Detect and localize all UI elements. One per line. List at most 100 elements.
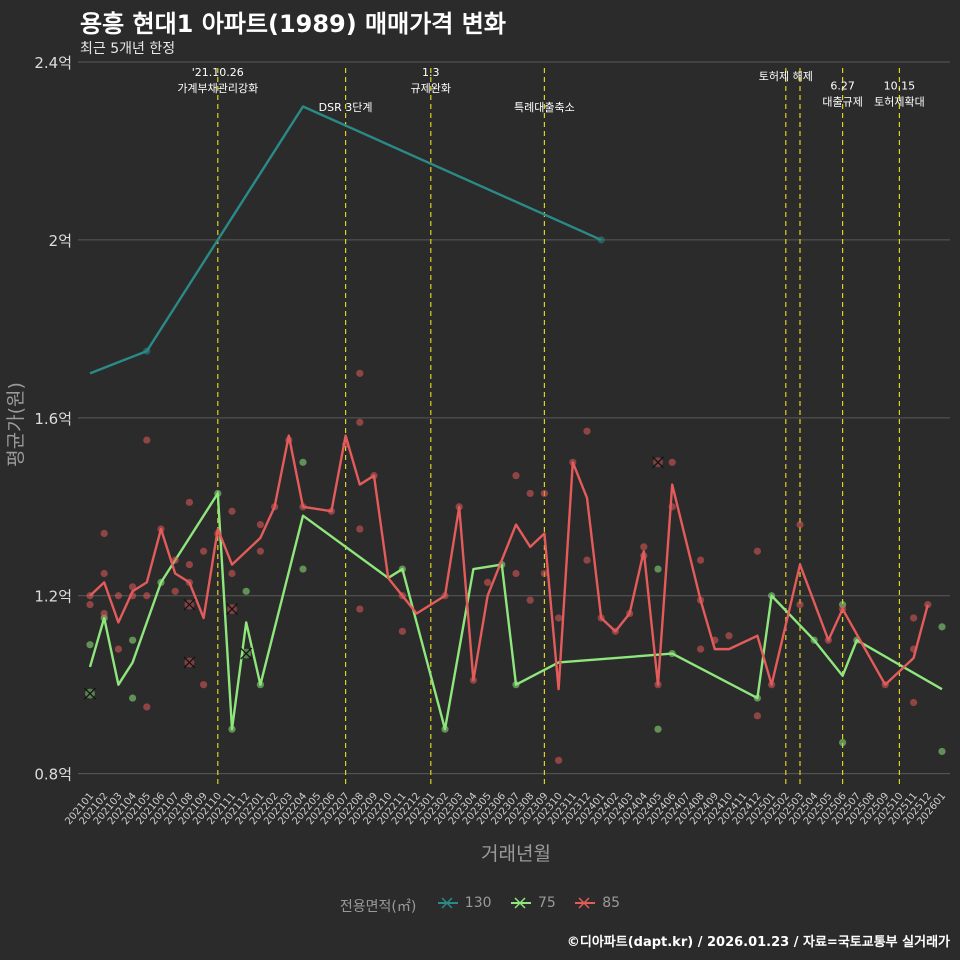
data-point: [910, 698, 918, 707]
data-point: [555, 614, 563, 622]
legend: 전용면적(㎡) 130 75 85: [0, 895, 960, 916]
y-tick-label: 2.4억: [34, 54, 72, 72]
data-point: [185, 498, 193, 506]
data-point: [143, 592, 151, 600]
data-point: [256, 547, 264, 555]
data-point: [114, 645, 122, 653]
event-label: 특례대출축소: [514, 101, 575, 114]
legend-title: 전용면적(㎡): [339, 899, 417, 915]
legend-label-85: 85: [602, 895, 621, 911]
cancelled-mark: [183, 656, 196, 669]
data-point: [242, 587, 250, 595]
y-tick-label: 1.6억: [34, 410, 72, 428]
data-point: [100, 529, 108, 538]
data-point: [356, 369, 364, 377]
event-label: '21.10.26 가계부채관리강화: [177, 66, 258, 95]
data-point: [86, 641, 94, 649]
data-point: [654, 725, 662, 733]
legend-label-130: 130: [464, 895, 492, 911]
data-point: [129, 583, 137, 591]
y-tick-label: 1.2억: [34, 588, 72, 606]
event-label: DSR 3단계: [319, 101, 373, 114]
y-tick-label: 0.8억: [34, 766, 72, 784]
event-label: 1.3 규제완화: [411, 66, 451, 95]
data-point: [924, 601, 932, 609]
data-point: [697, 556, 705, 564]
data-point: [526, 489, 534, 498]
data-point: [171, 587, 179, 595]
series-line-130: [89, 105, 602, 375]
legend-key-75: [510, 897, 531, 909]
data-point: [753, 712, 762, 720]
data-point: [129, 636, 137, 644]
data-point: [171, 556, 179, 564]
data-point: [725, 632, 733, 640]
data-point: [668, 458, 676, 466]
data-point: [356, 418, 364, 426]
data-point: [356, 525, 364, 533]
event-label: 10.15 토허제확대: [874, 80, 925, 109]
data-point: [938, 623, 946, 631]
data-point: [100, 569, 108, 578]
data-point: [114, 592, 122, 600]
series-line-85: [89, 434, 929, 691]
data-point: [583, 556, 591, 564]
event-label: 토허제 해제: [759, 69, 813, 83]
cancelled-mark: [183, 598, 196, 611]
y-tick-label: 2억: [49, 232, 72, 250]
data-point: [129, 694, 137, 702]
y-axis-title: 평균가(원): [5, 382, 27, 467]
data-point: [938, 747, 946, 756]
legend-item-75: 75: [510, 895, 556, 911]
legend-item-85: 85: [574, 895, 620, 911]
data-point: [540, 489, 549, 498]
data-point: [299, 458, 307, 466]
data-point: [299, 565, 307, 573]
cancelled-mark: [84, 687, 96, 700]
data-point: [526, 596, 534, 604]
data-point: [228, 507, 236, 515]
cancelled-mark: [240, 647, 253, 660]
data-point: [512, 472, 520, 480]
data-point: [86, 601, 94, 609]
data-point: [583, 427, 591, 435]
data-point: [910, 614, 918, 622]
data-point: [228, 569, 236, 578]
data-point: [512, 569, 520, 578]
data-point: [143, 703, 151, 711]
data-point: [200, 547, 208, 555]
legend-key-85: [575, 897, 596, 909]
data-point: [256, 520, 264, 529]
series-75: [84, 458, 946, 756]
data-point: [200, 681, 208, 689]
data-point: [555, 756, 563, 764]
event-label: 6.27 대출규제: [822, 80, 862, 109]
legend-item-130: 130: [437, 895, 492, 911]
data-point: [753, 547, 762, 555]
source-caption: ©디아파트(dapt.kr) / 2026.01.23 / 자료=국토교통부 실…: [566, 935, 950, 950]
data-point: [654, 565, 662, 573]
data-point: [484, 578, 492, 586]
cancelled-mark: [652, 456, 664, 469]
x-axis-title: 거래년월: [481, 843, 551, 865]
data-point: [796, 520, 804, 529]
series-line-75: [88, 492, 943, 731]
data-point: [697, 645, 705, 653]
series-130: [89, 105, 605, 375]
cancelled-mark: [226, 603, 238, 616]
data-point: [640, 543, 648, 551]
data-point: [185, 561, 193, 569]
chart-title: 용흥 현대1 아파트(1989) 매매가격 변화: [80, 10, 506, 38]
data-point: [796, 601, 804, 609]
series-85: [86, 369, 932, 764]
data-point: [143, 436, 151, 444]
data-point: [839, 738, 847, 747]
chart-subtitle: 최근 5개년 한정: [80, 41, 176, 57]
data-point: [100, 609, 108, 618]
data-point: [398, 627, 406, 635]
data-point: [540, 569, 549, 578]
legend-key-130: [437, 897, 458, 909]
legend-label-75: 75: [537, 895, 556, 911]
data-point: [356, 605, 364, 613]
